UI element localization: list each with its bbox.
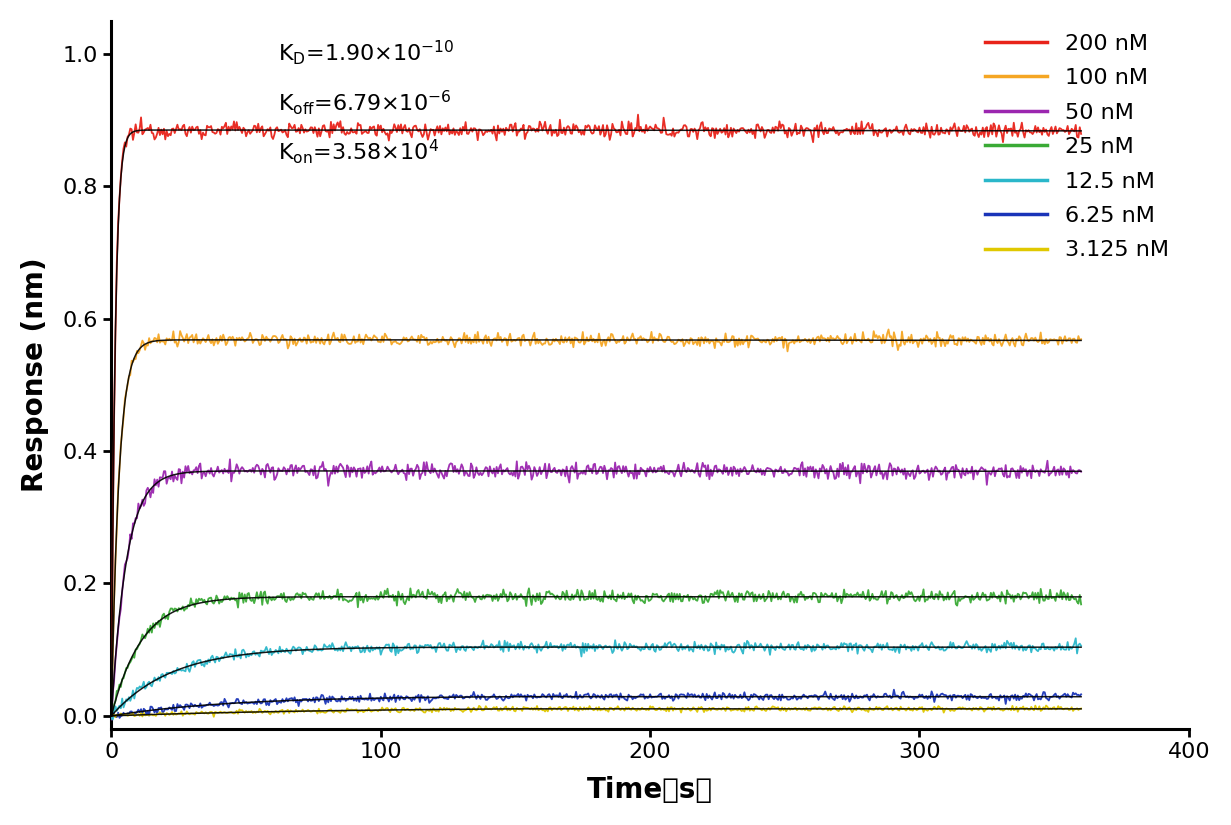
Text: $\mathregular{K_D}$=1.90×10$^{-10}$: $\mathregular{K_D}$=1.90×10$^{-10}$ <box>278 39 455 68</box>
Y-axis label: Response (nm): Response (nm) <box>21 257 49 493</box>
Text: $\mathregular{K_{on}}$=3.58×10$^{4}$: $\mathregular{K_{on}}$=3.58×10$^{4}$ <box>278 138 439 167</box>
Legend: 200 nM, 100 nM, 50 nM, 25 nM, 12.5 nM, 6.25 nM, 3.125 nM: 200 nM, 100 nM, 50 nM, 25 nM, 12.5 nM, 6… <box>976 25 1178 269</box>
Text: $\mathregular{K_{off}}$=6.79×10$^{-6}$: $\mathregular{K_{off}}$=6.79×10$^{-6}$ <box>278 88 452 117</box>
X-axis label: Time（s）: Time（s） <box>587 776 713 804</box>
